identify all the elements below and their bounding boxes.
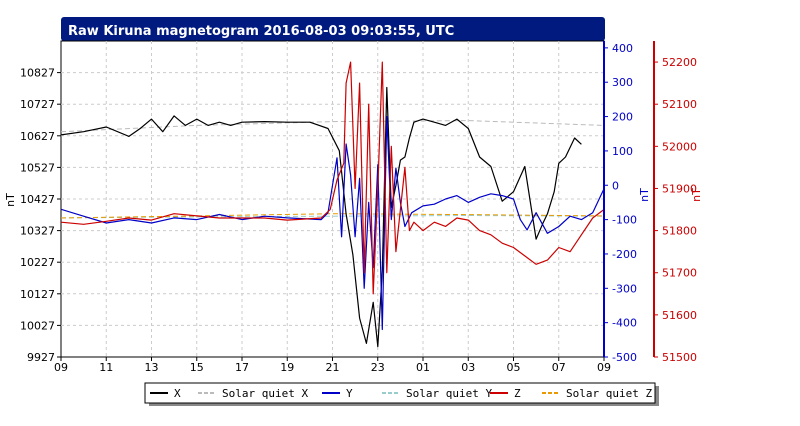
- series-solar-quiet-y: [61, 215, 604, 219]
- grid-lines: [61, 41, 604, 357]
- x-tick-label: 09: [54, 361, 68, 374]
- left-tick-label: 10427: [20, 193, 55, 206]
- right1-tick-label: -300: [612, 282, 637, 295]
- right2-tick-label: 51800: [662, 225, 697, 238]
- series-layer: [61, 61, 604, 348]
- x-tick-label: 19: [280, 361, 294, 374]
- series-y: [61, 115, 604, 331]
- legend-label: Y: [346, 387, 353, 400]
- left-tick-label: 10627: [20, 130, 55, 143]
- right1-tick-label: -100: [612, 214, 637, 227]
- right1-tick-label: 300: [612, 76, 633, 89]
- x-tick-label: 09: [597, 361, 611, 374]
- x-tick-label: 07: [552, 361, 566, 374]
- legend-label: X: [174, 387, 181, 400]
- legend: X Solar quiet X Y Solar quiet Y Z Solar quiet…: [144, 382, 659, 406]
- right2-tick-label: 51600: [662, 309, 697, 322]
- legend-label: Solar quiet Z: [566, 387, 652, 400]
- right1-axis-label: nT: [638, 188, 651, 202]
- left-tick-label: 10327: [20, 225, 55, 238]
- x-tick-label: 17: [235, 361, 249, 374]
- right2-tick-label: 51500: [662, 351, 697, 364]
- x-tick-label: 11: [99, 361, 113, 374]
- x-tick-label: 01: [416, 361, 430, 374]
- x-tick-label: 23: [371, 361, 385, 374]
- legend-label: Z: [514, 387, 521, 400]
- left-tick-label: 9927: [27, 351, 55, 364]
- right1-tick-label: 0: [612, 179, 619, 192]
- left-axis-label: nT: [4, 193, 17, 207]
- chart-title: Raw Kiruna magnetogram 2016-08-03 09:03:…: [68, 24, 454, 39]
- right1-tick-label: -200: [612, 248, 637, 261]
- x-tick-label: 05: [507, 361, 521, 374]
- legend-box: [144, 382, 656, 404]
- left-tick-label: 10027: [20, 319, 55, 332]
- x-tick-label: 03: [461, 361, 475, 374]
- right1-tick-label: 100: [612, 145, 633, 158]
- left-tick-label: 10127: [20, 288, 55, 301]
- right1-tick-label: -400: [612, 317, 637, 330]
- right2-tick-label: 51900: [662, 182, 697, 195]
- right2-tick-label: 51700: [662, 267, 697, 280]
- x-tick-label: 21: [326, 361, 340, 374]
- right2-axis-label: nT: [690, 188, 703, 202]
- left-tick-label: 10527: [20, 161, 55, 174]
- right1-tick-label: -500: [612, 351, 637, 364]
- legend-label: Solar quiet Y: [406, 387, 492, 400]
- series-solar-quiet-z: [61, 213, 604, 219]
- right2-tick-label: 52100: [662, 98, 697, 111]
- series-solar-quiet-x: [61, 120, 604, 133]
- left-tick-label: 10827: [20, 67, 55, 80]
- left-tick-label: 10727: [20, 98, 55, 111]
- legend-label: Solar quiet X: [222, 387, 308, 400]
- right1-tick-label: 400: [612, 42, 633, 55]
- series-x: [61, 86, 582, 348]
- right2-tick-label: 52000: [662, 140, 697, 153]
- right1-tick-label: 200: [612, 111, 633, 124]
- x-tick-label: 15: [190, 361, 204, 374]
- axes-layer: 09 11 13 15 17 19 21 23 01 03 05 07 0999271002710127…: [20, 41, 697, 374]
- x-tick-label: 13: [145, 361, 159, 374]
- left-tick-label: 10227: [20, 256, 55, 269]
- right2-tick-label: 52200: [662, 56, 697, 69]
- title-bar: [61, 17, 605, 41]
- series-z: [61, 61, 604, 295]
